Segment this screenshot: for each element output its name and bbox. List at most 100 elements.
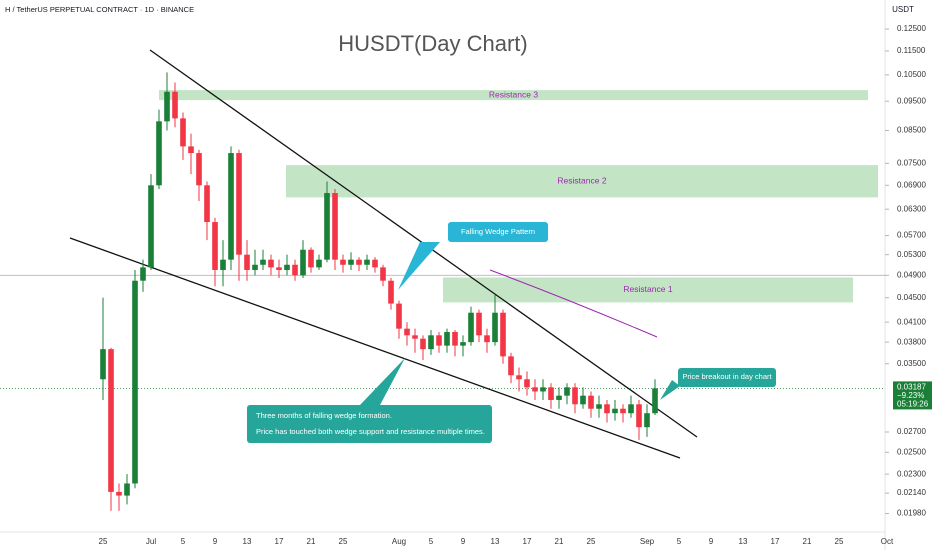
x-tick-label: 13 [491, 537, 500, 546]
candle-body [500, 312, 506, 357]
candle-body [348, 259, 354, 265]
y-tick-label: 0.07500 [897, 158, 926, 167]
candle-body [396, 303, 402, 329]
candle-body [492, 312, 498, 343]
candle-body [452, 331, 458, 346]
moving-average [489, 269, 658, 338]
countdown-label: 05:19:26 [897, 400, 929, 409]
y-tick-label: 0.08500 [897, 126, 926, 135]
x-tick-label: 21 [307, 537, 316, 546]
y-tick-label: 0.09500 [897, 96, 926, 105]
callout-pointer [660, 380, 680, 400]
candle-body [532, 387, 538, 392]
candle-body [156, 121, 162, 186]
x-tick-label: Oct [881, 537, 894, 546]
note-text: Three months of falling wedge formation. [256, 411, 392, 420]
callout-text: Falling Wedge Pattern [461, 227, 535, 236]
candle-body [124, 483, 130, 496]
candle-body [604, 404, 610, 414]
last-price-tag [893, 381, 932, 410]
header: H / TetherUS PERPETUAL CONTRACT · 1D · B… [5, 5, 194, 14]
candle-body [300, 249, 306, 276]
candle-body [508, 356, 514, 376]
callout-text: Price breakout in day chart [682, 372, 772, 381]
candle-body [188, 146, 194, 154]
candle-body [540, 387, 546, 392]
candle-body [388, 280, 394, 304]
candle-body [212, 222, 218, 270]
candle-body [108, 349, 114, 492]
candle-body [436, 335, 442, 346]
y-tick-label: 0.10500 [897, 70, 926, 79]
candle-body [596, 404, 602, 409]
candle-body [284, 264, 290, 270]
last-price-label: 0.03187 [897, 383, 926, 392]
callout-box [448, 222, 548, 242]
candle-body [332, 193, 338, 260]
candle-body [612, 408, 618, 414]
axis-unit: USDT [892, 5, 914, 14]
candle-body [420, 338, 426, 350]
y-tick-label: 0.11500 [897, 46, 926, 55]
y-tick-label: 0.12500 [897, 24, 926, 33]
zone-label: Resistance 2 [557, 176, 606, 186]
candle-body [564, 387, 570, 396]
candle-body [356, 259, 362, 265]
candle-body [620, 408, 626, 414]
candle-body [636, 404, 642, 428]
candle-body [268, 259, 274, 268]
x-tick-label: 25 [99, 537, 108, 546]
candle-body [580, 395, 586, 405]
zone-label: Resistance 1 [623, 284, 672, 294]
candle-body [100, 349, 106, 380]
candle-body [140, 267, 146, 281]
candle-body [132, 280, 138, 484]
y-tick-label: 0.03800 [897, 337, 926, 346]
x-tick-label: 5 [429, 537, 434, 546]
y-tick-label: 0.05300 [897, 250, 926, 259]
zone-label: Resistance 3 [489, 89, 538, 99]
callout-pointer [398, 242, 440, 290]
y-tick-label: 0.04500 [897, 293, 926, 302]
y-tick-label: 0.03500 [897, 359, 926, 368]
candle-body [308, 249, 314, 268]
x-tick-label: Jul [146, 537, 156, 546]
candle-body [588, 395, 594, 409]
y-tick-label: 0.05700 [897, 231, 926, 240]
x-tick-label: 25 [835, 537, 844, 546]
candle-body [364, 259, 370, 265]
wedge-support [69, 237, 681, 459]
candle-body [196, 153, 202, 186]
resistance-zone [286, 165, 878, 198]
candle-body [180, 118, 186, 147]
x-tick-label: 9 [213, 537, 218, 546]
candle-body [228, 153, 234, 260]
candle-body [172, 91, 178, 119]
chart-title: HUSDT(Day Chart) [338, 31, 527, 56]
candle-body [404, 328, 410, 336]
candle-body [292, 264, 298, 276]
candle-body [556, 395, 562, 400]
candle-body [644, 413, 650, 428]
candle-body [324, 193, 330, 260]
candle-body [164, 91, 170, 122]
x-tick-label: 9 [709, 537, 714, 546]
candle-body [244, 254, 250, 270]
x-tick-label: 13 [243, 537, 252, 546]
resistance-zone [443, 277, 853, 303]
candle-body [116, 491, 122, 496]
y-tick-label: 0.02500 [897, 447, 926, 456]
candle-body [260, 259, 266, 265]
candle-body [276, 267, 282, 270]
candle-body [204, 185, 210, 223]
candle-body [412, 335, 418, 339]
candle-body [524, 379, 530, 388]
y-tick-label: 0.02140 [897, 488, 926, 497]
candle-body [444, 331, 450, 346]
candle-body [380, 267, 386, 281]
x-tick-label: 17 [275, 537, 284, 546]
y-tick-label: 0.04100 [897, 317, 926, 326]
x-tick-label: 5 [181, 537, 186, 546]
y-tick-label: 0.01980 [897, 509, 926, 518]
candle-body [628, 404, 634, 414]
